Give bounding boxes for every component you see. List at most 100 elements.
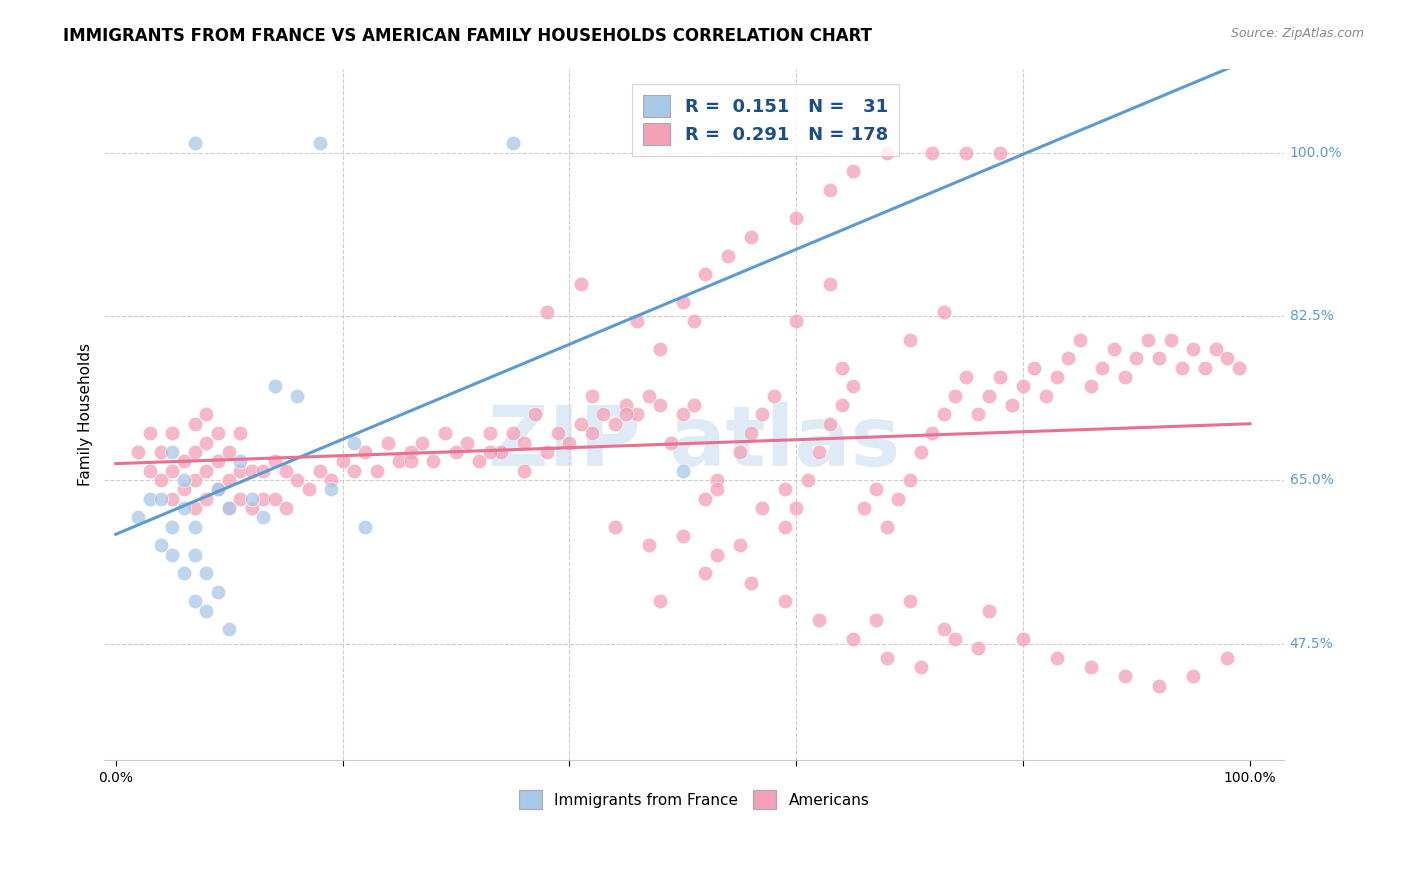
Point <box>547 426 569 441</box>
Point <box>785 314 807 328</box>
Point <box>377 435 399 450</box>
Point <box>513 435 536 450</box>
Point <box>127 510 149 524</box>
Point <box>456 435 478 450</box>
Legend: Immigrants from France, Americans: Immigrants from France, Americans <box>513 784 876 815</box>
Point <box>162 548 184 562</box>
Point <box>943 632 966 646</box>
Point <box>932 408 955 422</box>
Point <box>990 370 1012 384</box>
Point <box>218 445 240 459</box>
Point <box>321 473 343 487</box>
Point <box>898 594 921 608</box>
Point <box>876 519 898 533</box>
Point <box>207 482 229 496</box>
Point <box>184 548 207 562</box>
Point <box>1171 360 1194 375</box>
Point <box>285 389 308 403</box>
Point <box>977 389 1000 403</box>
Point <box>139 464 162 478</box>
Point <box>162 445 184 459</box>
Point <box>773 519 796 533</box>
Point <box>910 660 932 674</box>
Point <box>910 445 932 459</box>
Text: 100.0%: 100.0% <box>1289 145 1343 160</box>
Point <box>229 491 252 506</box>
Point <box>1080 379 1102 393</box>
Point <box>603 519 626 533</box>
Point <box>502 136 524 151</box>
Point <box>1091 360 1114 375</box>
Point <box>1012 632 1035 646</box>
Point <box>263 454 285 468</box>
Point <box>1182 669 1205 683</box>
Point <box>479 426 502 441</box>
Point <box>354 445 377 459</box>
Point <box>195 604 218 618</box>
Point <box>195 408 218 422</box>
Point <box>1001 398 1024 412</box>
Point <box>977 604 1000 618</box>
Text: 47.5%: 47.5% <box>1289 637 1333 650</box>
Point <box>411 435 433 450</box>
Point <box>399 445 422 459</box>
Point <box>309 136 332 151</box>
Point <box>263 491 285 506</box>
Point <box>399 454 422 468</box>
Point <box>966 641 988 656</box>
Point <box>1182 342 1205 356</box>
Point <box>139 426 162 441</box>
Point <box>240 491 263 506</box>
Point <box>207 585 229 599</box>
Point <box>162 519 184 533</box>
Point <box>513 464 536 478</box>
Point <box>955 370 977 384</box>
Point <box>1024 360 1046 375</box>
Point <box>921 426 943 441</box>
Point <box>229 426 252 441</box>
Point <box>614 408 637 422</box>
Point <box>820 183 842 197</box>
Point <box>796 473 818 487</box>
Text: 82.5%: 82.5% <box>1289 310 1333 323</box>
Point <box>932 304 955 318</box>
Point <box>422 454 444 468</box>
Point <box>240 500 263 515</box>
Point <box>184 519 207 533</box>
Point <box>785 500 807 515</box>
Point <box>672 408 695 422</box>
Point <box>661 435 683 450</box>
Point <box>195 491 218 506</box>
Point <box>139 491 162 506</box>
Point <box>740 575 762 590</box>
Point <box>127 445 149 459</box>
Point <box>1216 351 1239 366</box>
Point <box>162 491 184 506</box>
Point <box>706 482 728 496</box>
Point <box>229 454 252 468</box>
Point <box>218 500 240 515</box>
Point <box>150 473 173 487</box>
Point <box>502 426 524 441</box>
Point <box>581 426 603 441</box>
Point <box>343 435 366 450</box>
Point <box>467 454 489 468</box>
Point <box>173 473 195 487</box>
Point <box>672 529 695 543</box>
Text: ZIP atlas: ZIP atlas <box>488 401 900 483</box>
Point <box>162 464 184 478</box>
Point <box>853 500 876 515</box>
Point <box>524 408 547 422</box>
Point <box>1057 351 1080 366</box>
Point <box>366 464 388 478</box>
Point <box>773 594 796 608</box>
Point <box>695 566 717 581</box>
Point <box>184 500 207 515</box>
Point <box>650 398 672 412</box>
Point <box>491 445 513 459</box>
Point <box>898 473 921 487</box>
Point <box>343 464 366 478</box>
Point <box>842 379 865 393</box>
Point <box>706 548 728 562</box>
Point <box>865 613 887 627</box>
